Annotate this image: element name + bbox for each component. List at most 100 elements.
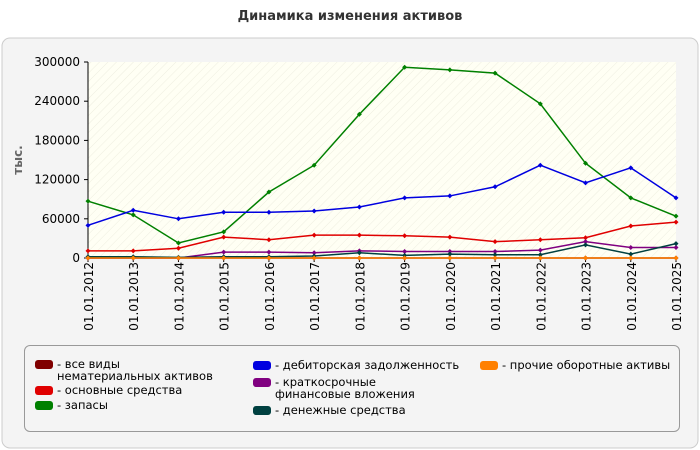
legend-item: - запасы: [35, 399, 225, 411]
point: [311, 208, 317, 214]
legend-item: - денежные средства: [253, 404, 463, 416]
x-tick-label: 01.01.2023: [580, 262, 594, 331]
point: [628, 255, 634, 261]
point: [628, 251, 634, 257]
point: [221, 234, 227, 240]
x-tick-label: 01.01.2025: [670, 262, 684, 331]
x-tick-label: 01.01.2016: [263, 262, 277, 331]
point: [266, 255, 272, 261]
point: [221, 209, 227, 215]
y-tick-label: 240000: [34, 94, 80, 108]
point: [492, 248, 498, 254]
point: [537, 237, 543, 243]
point: [537, 101, 543, 107]
legend-label: - дебиторская задолженность: [275, 358, 460, 372]
plot-area: [88, 62, 676, 258]
point: [402, 248, 408, 254]
point: [130, 248, 136, 254]
point: [673, 241, 679, 247]
series-line: [87, 164, 677, 227]
point: [673, 245, 679, 251]
legend-swatch: [253, 361, 271, 370]
y-axis-label: тыс.: [11, 145, 25, 174]
point: [266, 189, 272, 195]
point: [85, 255, 91, 261]
legend-swatch: [35, 386, 53, 395]
legend-swatch: [480, 361, 498, 370]
legend-label: - основные средства: [57, 383, 183, 397]
y-tick-label: 60000: [42, 212, 80, 226]
point: [447, 251, 453, 257]
point: [447, 248, 453, 254]
point: [130, 212, 136, 218]
legend-label: - все виды нематериальных активов: [57, 357, 213, 383]
x-tick-label: 01.01.2021: [489, 262, 503, 331]
point: [85, 198, 91, 204]
legend-swatch: [253, 378, 271, 387]
x-tick-label: 01.01.2012: [82, 262, 96, 331]
point: [447, 255, 453, 261]
point: [356, 111, 362, 117]
x-tick-label: 01.01.2022: [534, 262, 548, 331]
legend-item: - основные средства: [35, 384, 225, 396]
legend-item: - дебиторская задолженность: [253, 359, 463, 371]
point: [356, 250, 362, 256]
legend-swatch: [35, 360, 53, 369]
series-line: [88, 221, 677, 252]
point: [583, 239, 589, 245]
legend-label: - запасы: [57, 398, 108, 412]
point: [311, 250, 317, 256]
point: [221, 255, 227, 261]
point: [356, 232, 362, 238]
point: [537, 252, 543, 258]
point: [537, 255, 543, 261]
point: [492, 252, 498, 258]
point: [628, 223, 634, 229]
point: [356, 204, 362, 210]
point: [673, 195, 679, 201]
series-line: [88, 242, 677, 259]
point: [673, 219, 679, 225]
legend-item: - прочие оборотные активы: [480, 359, 680, 371]
point: [175, 255, 181, 261]
legend-swatch: [35, 401, 53, 410]
series-line: [87, 66, 677, 244]
point: [221, 229, 227, 235]
point: [492, 70, 498, 76]
point: [583, 255, 589, 261]
point: [492, 184, 498, 190]
point: [402, 252, 408, 258]
x-tick-label: 01.01.2014: [172, 262, 186, 331]
x-tick-label: 01.01.2020: [444, 262, 458, 331]
point: [356, 255, 362, 261]
x-tick-label: 01.01.2018: [353, 262, 367, 331]
point: [583, 180, 589, 186]
point: [402, 255, 408, 261]
y-tick-label: 120000: [34, 173, 80, 187]
point: [266, 249, 272, 255]
x-tick-label: 01.01.2015: [218, 262, 232, 331]
point: [221, 249, 227, 255]
legend-item: - краткосрочные финансовые вложения: [253, 376, 453, 400]
chart-title: Динамика изменения активов: [238, 9, 463, 24]
legend: - все виды нематериальных активов - основ…: [24, 345, 680, 432]
point: [130, 255, 136, 261]
point: [537, 162, 543, 168]
point: [85, 248, 91, 254]
legend-label: - денежные средства: [275, 403, 406, 417]
legend-label: - краткосрочные финансовые вложения: [275, 375, 415, 401]
legend-item: - все виды нематериальных активов: [35, 358, 225, 382]
point: [175, 240, 181, 246]
point: [175, 245, 181, 251]
point: [311, 232, 317, 238]
legend-swatch: [253, 406, 271, 415]
legend-label: - прочие оборотные активы: [502, 358, 671, 372]
point: [447, 234, 453, 240]
point: [628, 195, 634, 201]
x-tick-label: 01.01.2017: [308, 262, 322, 331]
y-tick-label: 0: [72, 251, 80, 265]
point: [447, 67, 453, 73]
point: [85, 222, 91, 228]
point: [402, 195, 408, 201]
